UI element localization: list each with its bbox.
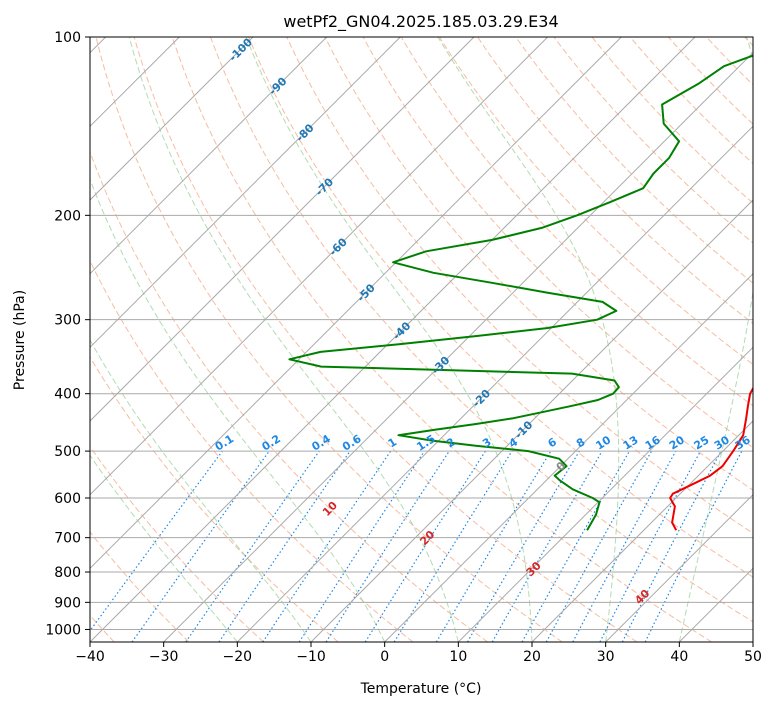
x-tick-label: −10 — [296, 649, 326, 665]
y-tick-label: 100 — [54, 30, 81, 46]
y-tick-label: 800 — [54, 565, 81, 581]
y-axis-label: Pressure (hPa) — [12, 290, 28, 390]
y-tick-label: 600 — [54, 491, 81, 507]
x-tick-label: 50 — [744, 649, 762, 665]
y-tick-label: 400 — [54, 387, 81, 403]
x-tick-label: 40 — [670, 649, 688, 665]
x-tick-label: −20 — [223, 649, 253, 665]
y-tick-label: 500 — [54, 444, 81, 460]
x-tick-label: 20 — [523, 649, 541, 665]
y-tick-label: 300 — [54, 313, 81, 329]
x-tick-label: 10 — [449, 649, 467, 665]
y-tick-label: 1000 — [45, 622, 81, 638]
x-axis-label: Temperature (°C) — [360, 681, 482, 697]
x-tick-label: −40 — [75, 649, 105, 665]
x-tick-label: 0 — [380, 649, 389, 665]
chart-title: wetPf2_GN04.2025.185.03.29.E34 — [283, 12, 558, 32]
x-tick-label: 30 — [597, 649, 615, 665]
x-tick-label: −30 — [149, 649, 179, 665]
y-tick-label: 900 — [54, 595, 81, 611]
plot-area — [90, 37, 753, 642]
y-tick-label: 700 — [54, 531, 81, 547]
y-tick-label: 200 — [54, 208, 81, 224]
